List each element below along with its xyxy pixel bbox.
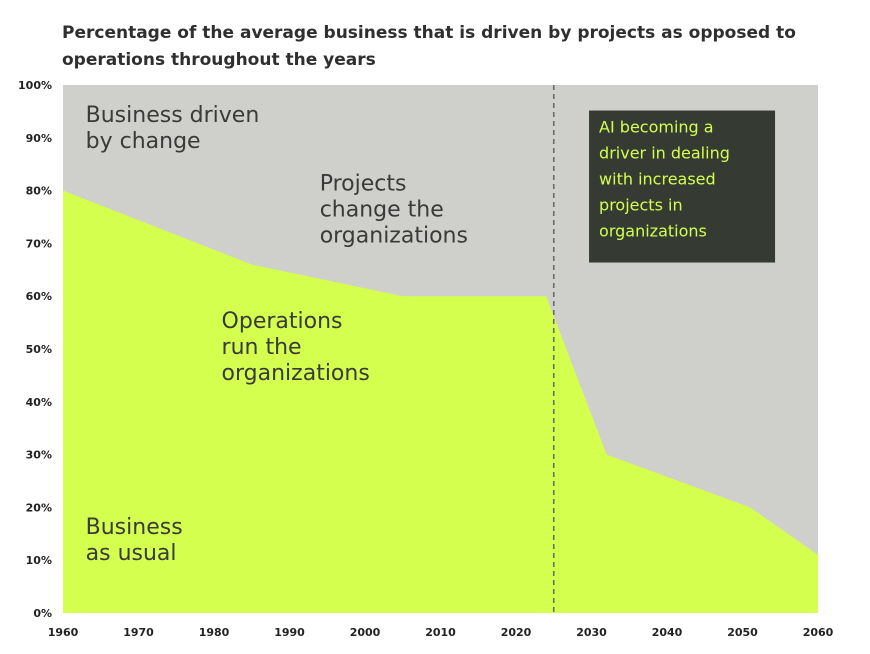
x-tick-label: 1980 [199,626,230,639]
x-tick-label: 2030 [576,626,607,639]
annotation-line: Projects [320,172,407,197]
annotation-line: as usual [86,541,177,566]
x-tick-label: 2060 [803,626,834,639]
annotation-label: Business as usual [86,515,183,566]
callout-line: AI becoming a [599,118,714,137]
y-tick-label: 30% [26,449,52,462]
y-axis: 0% 10% 20% 30% 40% 50% 60% 70% 80% 90% 100% [18,79,52,620]
x-tick-label: 1990 [274,626,305,639]
x-tick-label: 1970 [123,626,154,639]
callout-line: with increased [599,170,716,189]
chart-title: Percentage of the average business that … [62,23,796,70]
x-tick-label: 1960 [48,626,79,639]
annotation-line: Operations [222,309,343,334]
annotation-line: Business driven [86,103,260,128]
y-tick-label: 0% [33,607,52,620]
annotation-line: change the [320,198,444,223]
annotation-line: Business [86,515,183,540]
annotation-label: Projects change the organizations [320,172,468,249]
x-tick-label: 2010 [425,626,456,639]
x-tick-label: 2000 [350,626,381,639]
callout-line: driver in dealing [599,144,730,163]
callout-line: projects in [599,196,683,215]
annotation-label: Operations run the organizations [222,309,370,386]
annotation-line: organizations [222,361,370,386]
annotations: Business driven by change Projects change t… [86,103,468,566]
y-tick-label: 70% [26,237,52,250]
y-tick-label: 100% [18,79,52,92]
x-tick-label: 2050 [727,626,758,639]
y-tick-label: 10% [26,554,52,567]
x-tick-label: 2020 [501,626,532,639]
y-tick-label: 20% [26,501,52,514]
annotation-line: organizations [320,224,468,249]
annotation-label: Business driven by change [86,103,260,154]
annotation-line: by change [86,129,201,154]
callout-text: AI becoming a driver in dealing with incre… [599,118,730,241]
y-tick-label: 40% [26,396,52,409]
annotation-line: run the [222,335,302,360]
y-tick-label: 60% [26,290,52,303]
callout-line: organizations [599,222,707,241]
x-tick-label: 2040 [652,626,683,639]
y-tick-label: 80% [26,185,52,198]
y-tick-label: 50% [26,343,52,356]
operations-area [63,190,818,613]
callout: AI becoming a driver in dealing with incre… [589,110,776,263]
x-axis: 1960 1970 1980 1990 2000 2010 2020 2030 2040 2050… [48,626,834,639]
callout-box [589,110,776,263]
y-tick-label: 90% [26,132,52,145]
